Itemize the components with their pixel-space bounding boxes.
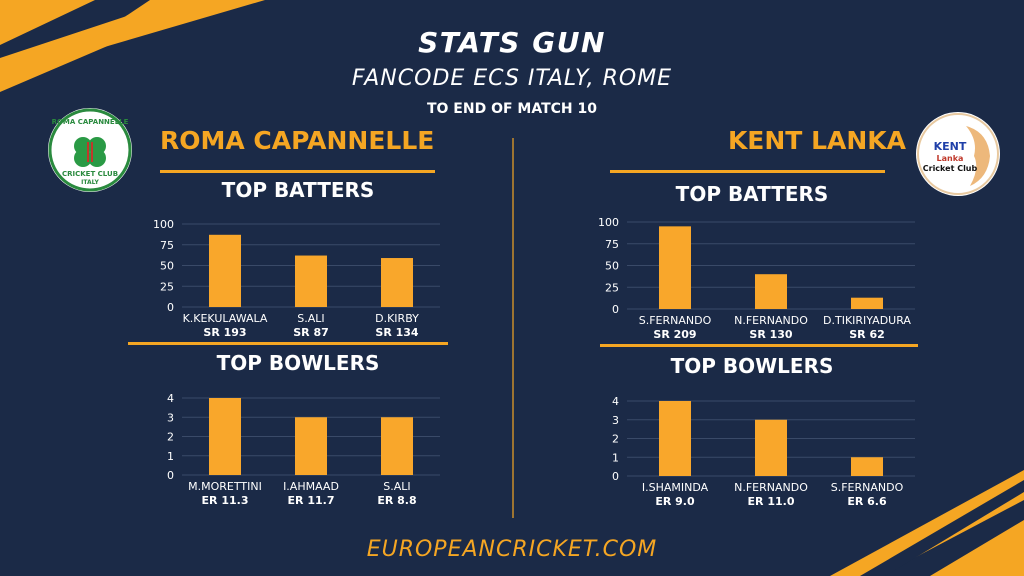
y-tick-label: 3 bbox=[167, 411, 174, 424]
logo-club-text: Cricket Club bbox=[922, 164, 978, 173]
bar-sub-label: SR 87 bbox=[293, 326, 329, 339]
x-category-label: I.SHAMINDA bbox=[642, 481, 709, 494]
bar-sub-label: ER 11.7 bbox=[288, 494, 335, 507]
x-category-label: K.KEKULAWALA bbox=[183, 312, 268, 325]
bar bbox=[851, 457, 883, 476]
logo-lanka-text: Lanka bbox=[936, 154, 964, 163]
y-tick-label: 50 bbox=[605, 260, 619, 273]
divider-right-top bbox=[610, 170, 885, 173]
divider-left-mid bbox=[128, 342, 448, 345]
bar bbox=[755, 274, 787, 309]
bar-sub-label: ER 11.3 bbox=[202, 494, 249, 507]
y-tick-label: 25 bbox=[605, 281, 619, 294]
y-tick-label: 3 bbox=[612, 414, 619, 427]
y-tick-label: 100 bbox=[153, 218, 174, 231]
bar bbox=[659, 226, 691, 309]
bar bbox=[659, 401, 691, 476]
roma-capannelle-logo: ROMA CAPANNELLE CRICKET CLUB ITALY bbox=[48, 108, 132, 192]
divider-left-top bbox=[160, 170, 435, 173]
y-tick-label: 4 bbox=[612, 395, 619, 408]
x-category-label: S.FERNANDO bbox=[831, 481, 904, 494]
y-tick-label: 50 bbox=[160, 260, 174, 273]
y-tick-label: 25 bbox=[160, 280, 174, 293]
bar-sub-label: ER 8.8 bbox=[377, 494, 416, 507]
center-divider bbox=[512, 138, 514, 518]
y-tick-label: 1 bbox=[167, 450, 174, 463]
bar-sub-label: ER 6.6 bbox=[847, 495, 887, 508]
y-tick-label: 2 bbox=[167, 431, 174, 444]
clover-icon bbox=[48, 108, 132, 192]
bar-sub-label: ER 9.0 bbox=[655, 495, 695, 508]
y-tick-label: 1 bbox=[612, 451, 619, 464]
team-name-right: KENT LANKA bbox=[727, 126, 906, 155]
y-tick-label: 2 bbox=[612, 433, 619, 446]
logo-top-text: ROMA CAPANNELLE bbox=[51, 118, 129, 126]
bar bbox=[851, 297, 883, 309]
y-tick-label: 0 bbox=[167, 469, 174, 482]
bar-sub-label: SR 209 bbox=[653, 328, 696, 341]
kent-lanka-logo: KENT Lanka Cricket Club bbox=[916, 112, 1000, 196]
section-title-batters-left: TOP BATTERS bbox=[221, 178, 375, 202]
logo-country-text: ITALY bbox=[81, 179, 99, 186]
lion-icon bbox=[917, 113, 999, 195]
divider-right-mid bbox=[600, 344, 918, 347]
bar bbox=[209, 234, 241, 307]
x-category-label: S.FERNANDO bbox=[639, 314, 712, 327]
y-tick-label: 75 bbox=[605, 238, 619, 251]
section-title-bowlers-left: TOP BOWLERS bbox=[216, 351, 380, 375]
x-category-label: I.AHMAAD bbox=[283, 480, 339, 493]
footer-website: EUROPEANCRICKET.COM bbox=[366, 537, 658, 562]
y-tick-label: 75 bbox=[160, 239, 174, 252]
y-tick-label: 100 bbox=[598, 216, 619, 229]
y-tick-label: 4 bbox=[167, 392, 174, 405]
bar bbox=[381, 417, 413, 475]
y-tick-label: 0 bbox=[167, 301, 174, 314]
section-title-batters-right: TOP BATTERS bbox=[675, 182, 829, 206]
bar bbox=[755, 419, 787, 476]
x-category-label: N.FERNANDO bbox=[734, 481, 808, 494]
bar bbox=[381, 258, 413, 307]
bar bbox=[209, 398, 241, 475]
bar-sub-label: ER 11.0 bbox=[748, 495, 795, 508]
x-category-label: S.ALI bbox=[383, 480, 410, 493]
logo-bottom-text: CRICKET CLUB bbox=[61, 170, 119, 178]
bar bbox=[295, 417, 327, 475]
x-category-label: D.TIKIRIYADURA bbox=[823, 314, 911, 327]
y-tick-label: 0 bbox=[612, 470, 619, 483]
x-category-label: N.FERNANDO bbox=[734, 314, 808, 327]
team-name-left: ROMA CAPANNELLE bbox=[160, 126, 435, 155]
bar-sub-label: SR 62 bbox=[849, 328, 885, 341]
logo-kent-text: KENT bbox=[933, 140, 967, 153]
bar bbox=[295, 255, 327, 307]
page-title: STATS GUN bbox=[418, 26, 606, 59]
y-tick-label: 0 bbox=[612, 303, 619, 316]
x-category-label: M.MORETTINI bbox=[188, 480, 262, 493]
page-subtitle: FANCODE ECS ITALY, ROME bbox=[351, 66, 673, 91]
page-note: TO END OF MATCH 10 bbox=[426, 101, 598, 117]
x-category-label: D.KIRBY bbox=[375, 312, 419, 325]
bar-sub-label: SR 130 bbox=[749, 328, 793, 341]
x-category-label: S.ALI bbox=[297, 312, 324, 325]
section-title-bowlers-right: TOP BOWLERS bbox=[670, 354, 834, 378]
bar-sub-label: SR 193 bbox=[203, 326, 246, 339]
bar-sub-label: SR 134 bbox=[375, 326, 419, 339]
